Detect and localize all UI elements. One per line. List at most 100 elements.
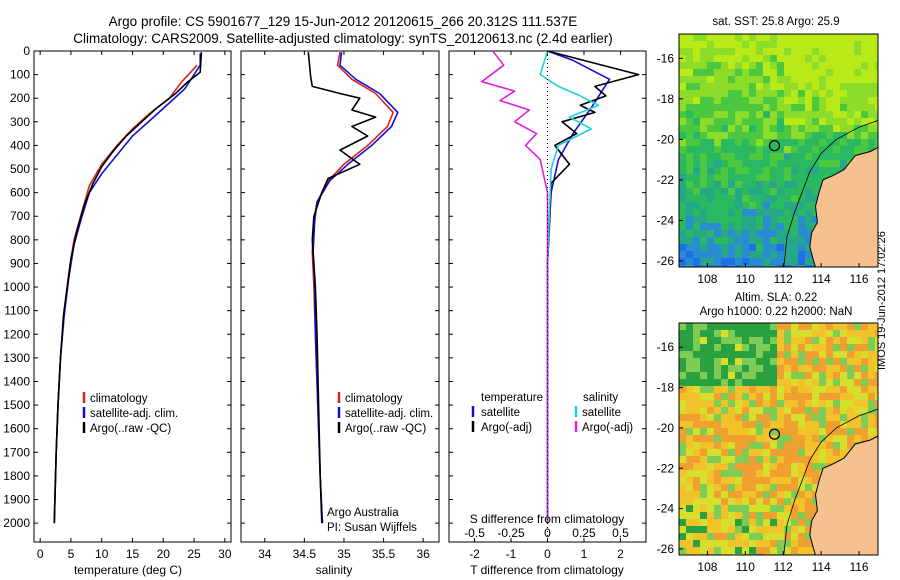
map-cell: [770, 174, 778, 182]
map-cell: [756, 34, 764, 42]
map-cell: [812, 132, 820, 140]
map-cell: [833, 76, 841, 84]
map-cell: [791, 97, 799, 105]
map-cell: [735, 139, 743, 147]
map-cell: [875, 365, 878, 373]
map-cell: [854, 407, 862, 415]
map-cell: [742, 223, 750, 231]
map-cell: [763, 379, 771, 387]
map-cell: [819, 463, 827, 471]
map-cell: [714, 97, 722, 105]
map-cell: [714, 414, 722, 422]
map-cell: [693, 237, 701, 245]
map-cell: [833, 414, 841, 422]
map-cell: [686, 414, 694, 422]
map-cell: [686, 498, 694, 506]
map-cell: [735, 512, 743, 520]
map-cell: [700, 174, 708, 182]
x-tick-label: 34.5: [293, 547, 317, 561]
map-cell: [777, 97, 785, 105]
diff-legend-sal-title: salinity: [583, 392, 618, 404]
map-cell: [714, 69, 722, 77]
map-cell: [686, 244, 694, 252]
map-cell: [770, 146, 778, 154]
map-cell: [728, 55, 736, 63]
map-cell: [847, 337, 855, 345]
map-cell: [756, 421, 764, 429]
map-cell: [819, 337, 827, 345]
map-cell: [728, 456, 736, 464]
map-cell: [721, 167, 729, 175]
map-cell: [868, 407, 876, 415]
map-cell: [742, 237, 750, 245]
map-cell: [693, 223, 701, 231]
map-cell: [826, 132, 834, 140]
map-cell: [742, 414, 750, 422]
map-cell: [714, 344, 722, 352]
map-cell: [812, 111, 820, 119]
map-cell: [742, 533, 750, 541]
map-cell: [819, 83, 827, 91]
map-cell: [812, 97, 820, 105]
map-cell: [854, 400, 862, 408]
x-tick-label: 20: [157, 547, 171, 561]
map-cell: [679, 540, 687, 548]
map-cell: [784, 146, 792, 154]
map-cell: [693, 41, 701, 49]
map-cell: [833, 337, 841, 345]
map-cell: [756, 470, 764, 478]
map-cell: [728, 491, 736, 499]
map-cell: [742, 526, 750, 534]
map-cell: [833, 442, 841, 450]
map-cell: [728, 358, 736, 366]
map-cell: [875, 344, 878, 352]
map-cell: [868, 146, 876, 154]
map-cell: [847, 421, 855, 429]
map-cell: [721, 48, 729, 56]
map-cell: [756, 265, 764, 267]
map-cell: [777, 223, 785, 231]
map-x-tick-label: 110: [736, 272, 755, 286]
map-cell: [728, 547, 736, 555]
map-cell: [847, 344, 855, 352]
map-cell: [791, 407, 799, 415]
map-cell: [700, 484, 708, 492]
map-cell: [756, 55, 764, 63]
map-cell: [777, 244, 785, 252]
map-cell: [728, 139, 736, 147]
map-cell: [777, 526, 785, 534]
map-cell: [763, 393, 771, 401]
map-cell: [812, 48, 820, 56]
map-cell: [700, 146, 708, 154]
map-cell: [742, 69, 750, 77]
map-cell: [805, 323, 813, 331]
map-cell: [791, 484, 799, 492]
map-cell: [791, 358, 799, 366]
map-cell: [693, 484, 701, 492]
map-cell: [805, 330, 813, 338]
map-cell: [784, 533, 792, 541]
map-cell: [686, 160, 694, 168]
map-cell: [763, 174, 771, 182]
map-cell: [812, 435, 820, 443]
map-cell: [728, 174, 736, 182]
map-cell: [679, 435, 687, 443]
map-cell: [777, 76, 785, 84]
map-cell: [763, 512, 771, 520]
map-cell: [868, 83, 876, 91]
map-cell: [721, 414, 729, 422]
map-cell: [784, 195, 792, 203]
map-cell: [798, 358, 806, 366]
map-cell: [763, 547, 771, 555]
map-cell: [861, 146, 869, 154]
map-cell: [777, 216, 785, 224]
map-cell: [693, 421, 701, 429]
map-cell: [784, 393, 792, 401]
map-cell: [679, 244, 687, 252]
map-cell: [805, 34, 813, 42]
map-cell: [714, 358, 722, 366]
map-cell: [840, 386, 848, 394]
map-cell: [749, 512, 757, 520]
map-cell: [875, 34, 878, 42]
map-cell: [693, 491, 701, 499]
